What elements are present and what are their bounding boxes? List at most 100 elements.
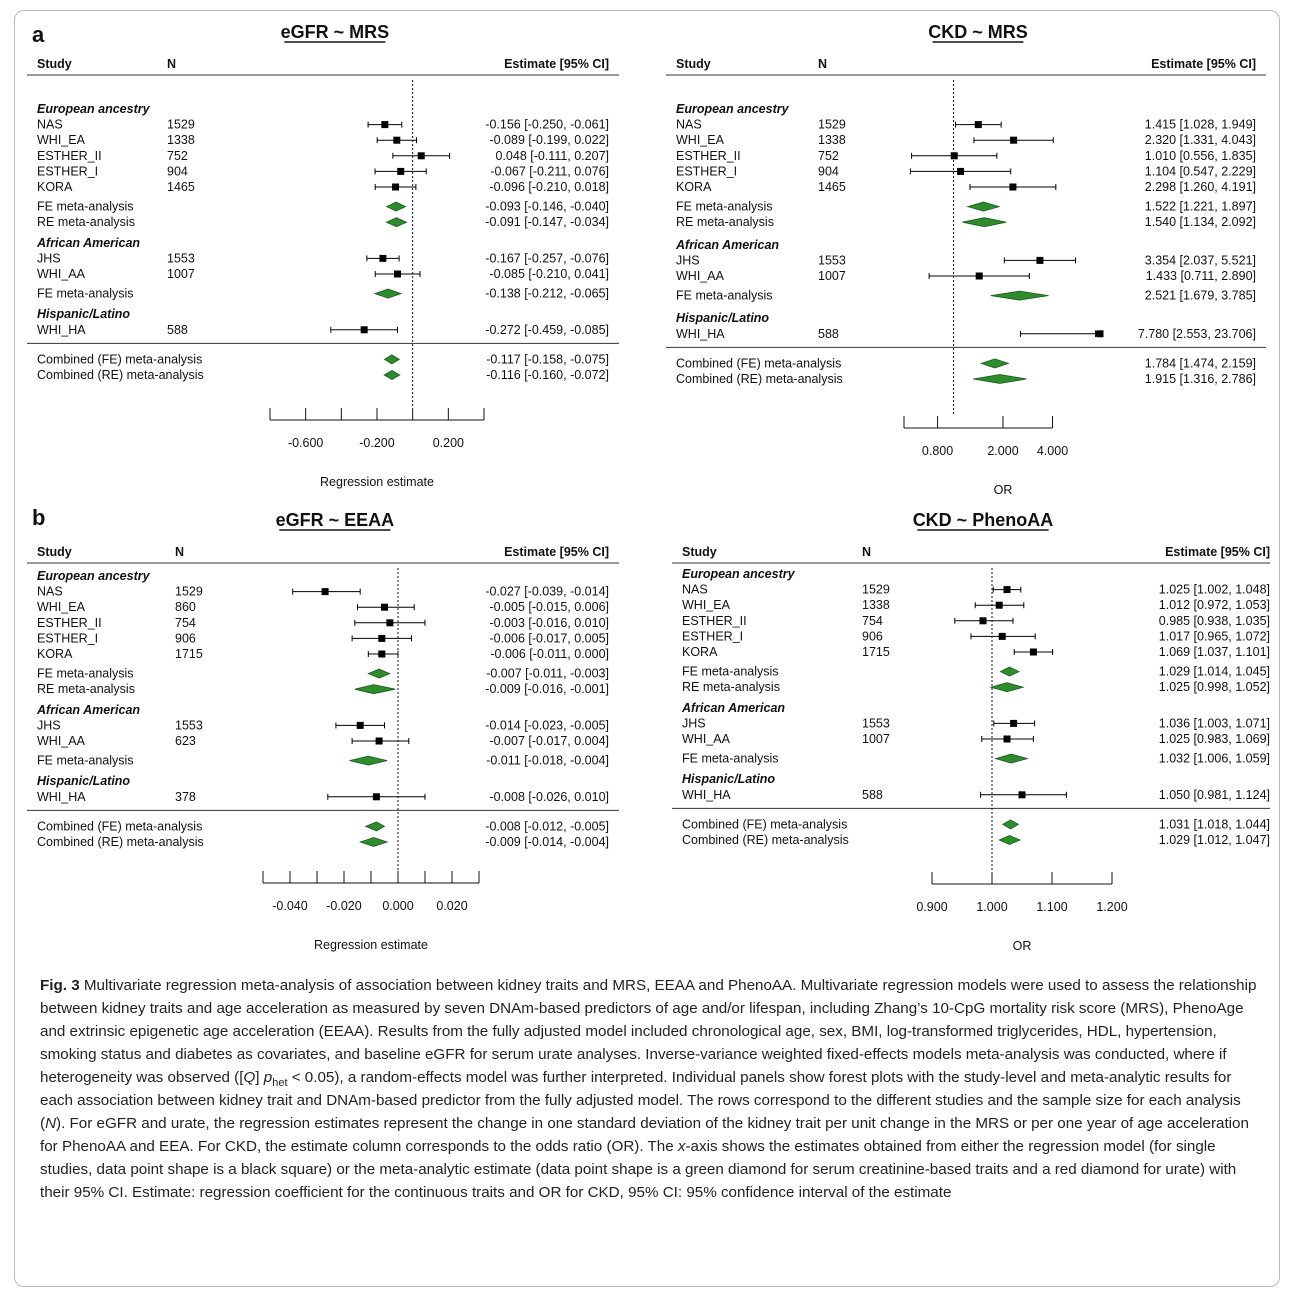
estimate-text: 1.069 [1.037, 1.101] <box>1159 645 1270 659</box>
estimate-text: 1.031 [1.018, 1.044] <box>1159 817 1270 831</box>
estimate-text: -0.014 [-0.023, -0.005] <box>485 718 609 732</box>
meta-diamond <box>998 835 1022 845</box>
study-label: KORA <box>682 645 718 659</box>
point-estimate-square <box>1003 586 1011 594</box>
study-label: ESTHER_I <box>676 164 737 178</box>
meta-diamond <box>354 684 396 695</box>
estimate-text: -0.093 [-0.146, -0.040] <box>485 200 609 214</box>
figure-frame <box>14 10 1280 1287</box>
caption-label: Fig. 3 <box>40 977 80 994</box>
estimate-text: -0.156 [-0.250, -0.061] <box>485 118 609 132</box>
x-axis-label: OR <box>1013 939 1032 953</box>
header-estimate: Estimate [95% CI] <box>504 57 609 71</box>
x-axis-label: Regression estimate <box>320 475 434 489</box>
study-label: NAS <box>676 118 702 132</box>
study-label: WHI_AA <box>37 734 86 748</box>
study-label: ESTHER_II <box>37 616 102 630</box>
study-label: WHI_EA <box>37 133 86 147</box>
study-label: ESTHER_I <box>37 164 98 178</box>
group-label: European ancestry <box>37 569 151 583</box>
estimate-text: 1.025 [0.998, 1.052] <box>1159 680 1270 694</box>
caption-q: Q <box>243 1069 256 1086</box>
sample-size: 860 <box>175 600 196 614</box>
sample-size: 1007 <box>862 732 890 746</box>
estimate-text: 3.354 [2.037, 5.521] <box>1145 253 1256 267</box>
group-label: Hispanic/Latino <box>37 307 130 321</box>
meta-label: FE meta-analysis <box>37 667 134 681</box>
meta-label: FE meta-analysis <box>37 754 134 768</box>
study-label: WHI_EA <box>37 600 86 614</box>
meta-label: Combined (FE) meta-analysis <box>37 819 202 833</box>
point-estimate-square <box>1003 735 1011 743</box>
sample-size: 588 <box>862 788 883 802</box>
chart-title: CKD ~ MRS <box>928 22 1028 42</box>
x-axis-label: OR <box>994 483 1013 497</box>
group-label: European ancestry <box>676 102 790 116</box>
estimate-text: 2.320 [1.331, 4.043] <box>1145 133 1256 147</box>
sample-size: 752 <box>167 149 188 163</box>
caption-n: N <box>45 1115 57 1132</box>
estimate-text: -0.117 [-0.158, -0.075] <box>486 352 609 366</box>
group-label: Hispanic/Latino <box>676 311 769 325</box>
estimate-text: 1.784 [1.474, 2.159] <box>1145 356 1256 370</box>
study-label: KORA <box>37 180 73 194</box>
point-estimate-square <box>378 650 386 658</box>
study-label: ESTHER_II <box>676 149 741 163</box>
header-study: Study <box>37 545 72 559</box>
x-tick-label: 0.800 <box>922 444 953 458</box>
estimate-text: -0.138 [-0.212, -0.065] <box>485 287 609 301</box>
point-estimate-square <box>975 272 983 280</box>
study-label: WHI_EA <box>682 598 731 612</box>
sample-size: 1465 <box>167 180 195 194</box>
header-study: Study <box>37 57 72 71</box>
estimate-text: 1.029 [1.012, 1.047] <box>1159 833 1270 847</box>
study-label: JHS <box>37 718 61 732</box>
meta-diamond <box>994 753 1029 764</box>
header-n: N <box>175 545 184 559</box>
estimate-text: 1.010 [0.556, 1.835] <box>1145 149 1256 163</box>
sample-size: 1338 <box>167 133 195 147</box>
point-estimate-square <box>381 121 389 129</box>
point-estimate-square <box>974 121 982 129</box>
header-study: Study <box>676 57 711 71</box>
header-estimate: Estimate [95% CI] <box>1151 57 1256 71</box>
panel-letter-b: b <box>32 505 46 530</box>
meta-diamond <box>973 374 1027 384</box>
meta-label: RE meta-analysis <box>37 682 135 696</box>
header-estimate: Estimate [95% CI] <box>504 545 609 559</box>
point-estimate-square <box>995 601 1003 609</box>
estimate-text: 1.032 [1.006, 1.059] <box>1159 752 1270 766</box>
estimate-text: 1.050 [0.981, 1.124] <box>1159 788 1270 802</box>
sample-size: 906 <box>862 629 883 643</box>
estimate-text: 0.048 [-0.111, 0.207] <box>495 149 609 163</box>
meta-diamond <box>962 217 1007 228</box>
chart-title: eGFR ~ MRS <box>281 22 390 42</box>
meta-label: Combined (RE) meta-analysis <box>676 372 843 386</box>
study-label: JHS <box>682 716 706 730</box>
point-estimate-square <box>321 588 329 596</box>
estimate-text: 1.025 [1.002, 1.048] <box>1159 583 1270 597</box>
caption-text: < 0.05), a random-effects model was furt… <box>40 1069 1241 1132</box>
meta-diamond <box>364 821 386 832</box>
estimate-text: 1.433 [0.711, 2.890] <box>1146 269 1256 283</box>
estimate-text: -0.011 [-0.018, -0.004] <box>486 754 609 768</box>
x-tick-label: 0.900 <box>916 900 947 914</box>
meta-diamond <box>990 290 1049 301</box>
x-tick-label: -0.200 <box>359 436 394 450</box>
estimate-text: -0.096 [-0.210, 0.018] <box>489 180 609 194</box>
sample-size: 752 <box>818 149 839 163</box>
meta-diamond <box>966 201 1001 212</box>
estimate-text: -0.272 [-0.459, -0.085] <box>485 323 609 337</box>
estimate-text: 1.029 [1.014, 1.045] <box>1159 665 1270 679</box>
study-label: JHS <box>37 251 61 265</box>
caption-text: ] <box>255 1069 264 1086</box>
estimate-text: 2.521 [1.679, 3.785] <box>1145 289 1256 303</box>
estimate-text: 1.036 [1.003, 1.071] <box>1159 716 1270 730</box>
meta-diamond <box>385 217 408 228</box>
x-tick-label: -0.020 <box>326 899 361 913</box>
study-label: WHI_AA <box>682 732 731 746</box>
estimate-text: 7.780 [2.553, 23.706] <box>1138 327 1256 341</box>
estimate-text: -0.005 [-0.015, 0.006] <box>489 600 609 614</box>
chart-title: eGFR ~ EEAA <box>276 510 395 530</box>
chart-title: CKD ~ PhenoAA <box>913 510 1054 530</box>
